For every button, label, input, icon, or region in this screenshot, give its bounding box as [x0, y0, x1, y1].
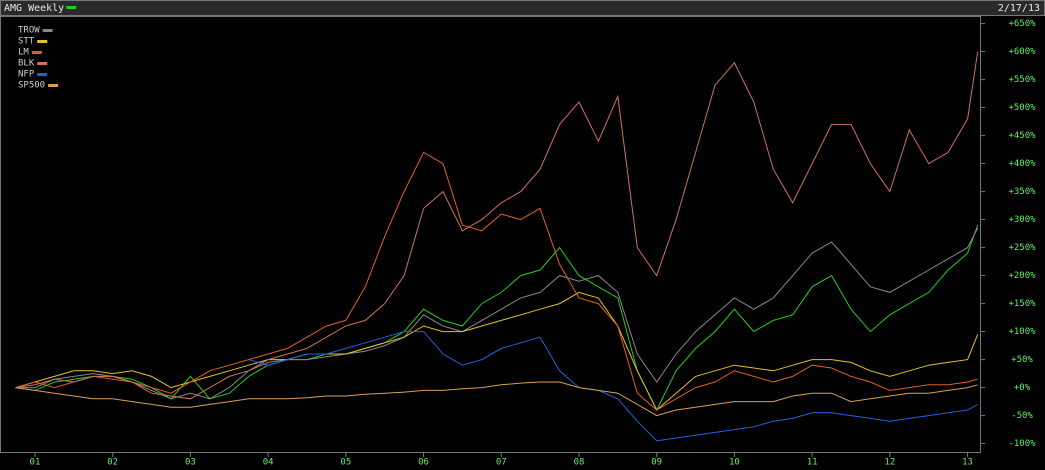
- series-line: [15, 225, 979, 412]
- series-line: [248, 331, 978, 442]
- x-tick-label: 06: [418, 458, 429, 468]
- x-tick-label: 09: [651, 458, 662, 468]
- legend-swatch: [42, 29, 53, 32]
- x-tick-label: 02: [107, 458, 118, 468]
- legend-swatch: [37, 40, 48, 43]
- y-tick-label: +450%: [1008, 131, 1036, 141]
- x-tick-label: 08: [574, 458, 585, 468]
- legend-label: STT: [18, 37, 35, 47]
- x-tick-label: 13: [962, 458, 973, 468]
- y-tick-label: +100%: [1008, 327, 1036, 337]
- y-tick-label: +400%: [1008, 159, 1036, 169]
- plot-frame: [0, 16, 981, 453]
- x-tick-label: 05: [340, 458, 351, 468]
- legend-label: NFP: [18, 70, 35, 80]
- header-bar: [0, 0, 1045, 16]
- legend-label: LM: [18, 48, 29, 58]
- x-tick-label: 10: [729, 458, 740, 468]
- series-line: [15, 51, 979, 400]
- legend-swatch: [31, 51, 42, 54]
- y-tick-label: +550%: [1008, 75, 1036, 85]
- legend-swatch: [37, 62, 48, 65]
- y-tick-label: -50%: [1011, 411, 1033, 421]
- y-tick-label: +650%: [1008, 19, 1036, 29]
- x-tick-label: 03: [185, 458, 196, 468]
- y-tick-label: +600%: [1008, 47, 1036, 57]
- date-label: 2/17/13: [998, 3, 1040, 14]
- y-tick-label: -100%: [1008, 439, 1036, 449]
- y-tick-label: +150%: [1008, 299, 1036, 309]
- x-tick-label: 12: [884, 458, 895, 468]
- series-line: [15, 381, 978, 417]
- y-tick-label: +0%: [1014, 383, 1031, 393]
- legend-label: SP500: [18, 81, 45, 91]
- y-tick-label: +300%: [1008, 215, 1036, 225]
- y-tick-label: +250%: [1008, 243, 1036, 253]
- legend-label: TROW: [18, 26, 40, 36]
- y-tick-label: +500%: [1008, 103, 1036, 113]
- legend-swatch: [37, 73, 48, 76]
- y-tick-label: +50%: [1011, 355, 1033, 365]
- series-line: [15, 151, 978, 411]
- legend-label: AMG Weekly: [4, 3, 64, 14]
- x-tick-label: 01: [30, 458, 41, 468]
- legend-swatch: [66, 6, 77, 9]
- y-tick-label: +350%: [1008, 187, 1036, 197]
- x-tick-label: 04: [263, 458, 274, 468]
- x-tick-label: 07: [496, 458, 507, 468]
- series-line: [15, 291, 979, 411]
- legend-swatch: [48, 84, 59, 87]
- y-tick-label: +200%: [1008, 271, 1036, 281]
- legend-label: BLK: [18, 59, 35, 69]
- x-tick-label: 11: [807, 458, 818, 468]
